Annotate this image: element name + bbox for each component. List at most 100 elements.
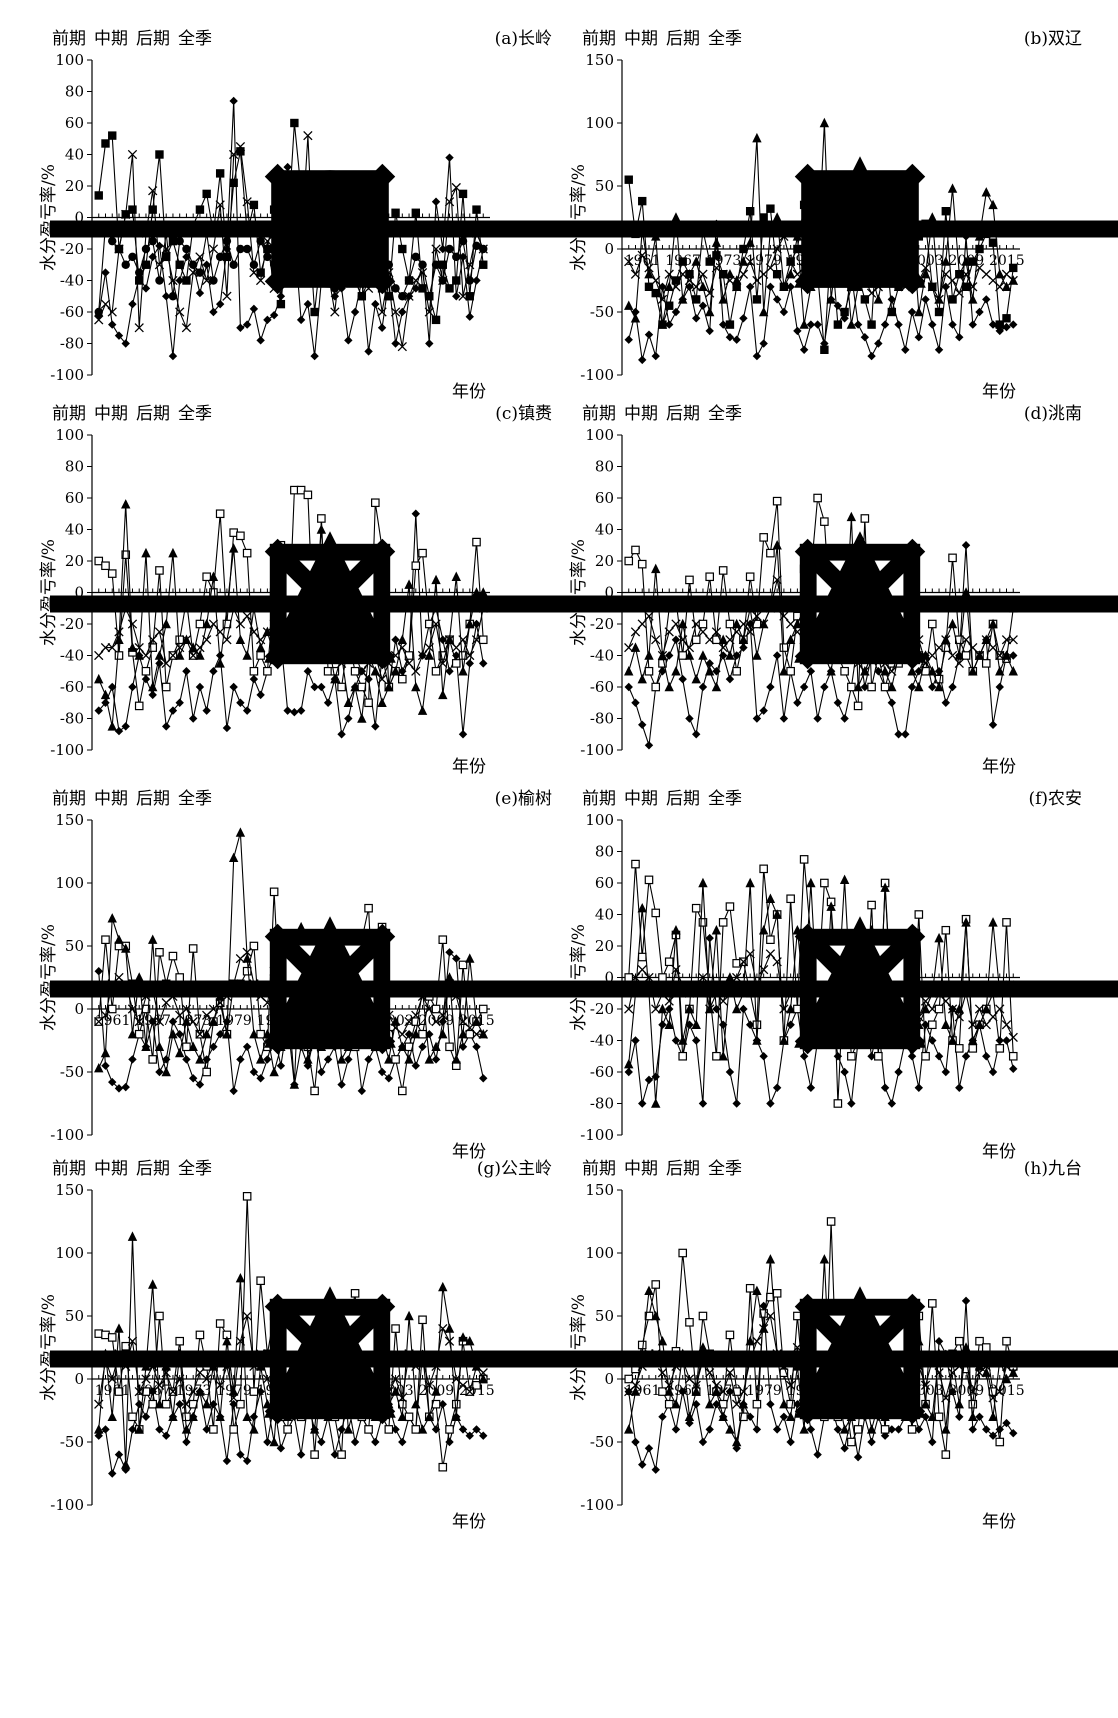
data-point (431, 260, 441, 269)
legend-label: 后期 (666, 788, 700, 809)
data-point (317, 682, 326, 692)
data-point (195, 1386, 205, 1396)
data-point (630, 269, 641, 279)
data-point (195, 1080, 205, 1089)
y-tick-label: 150 (55, 811, 84, 829)
data-point (148, 1055, 158, 1064)
data-point (948, 553, 957, 563)
data-point (397, 634, 408, 644)
series-line (98, 1353, 484, 1474)
data-point (651, 635, 661, 645)
data-point (671, 635, 681, 644)
data-point (718, 1386, 728, 1397)
data-point (928, 619, 937, 629)
data-point (390, 666, 401, 676)
data-point (651, 275, 661, 286)
data-point (671, 666, 681, 676)
data-point (692, 1036, 701, 1045)
data-point (833, 698, 843, 707)
y-tick-label: 0 (604, 584, 614, 602)
data-point (826, 666, 836, 676)
data-point (168, 547, 178, 558)
data-point (229, 1425, 238, 1434)
data-point (907, 682, 917, 692)
data-point (174, 1047, 185, 1058)
data-point (209, 276, 218, 285)
y-tick-label: 150 (585, 1181, 614, 1199)
data-point (833, 1099, 843, 1108)
data-point (371, 1437, 380, 1447)
data-point (222, 1336, 232, 1346)
data-point (127, 619, 138, 629)
data-point (975, 244, 984, 254)
data-point (644, 650, 654, 660)
data-point (948, 682, 957, 692)
data-point (208, 571, 219, 581)
panel-label: (d)洮南 (1023, 404, 1082, 424)
data-point (390, 1374, 401, 1384)
y-tick-label: -60 (590, 678, 614, 696)
data-point (195, 268, 205, 277)
data-point (222, 1029, 232, 1039)
data-point (954, 1044, 964, 1053)
y-tick-label: -20 (60, 240, 84, 258)
data-point (928, 320, 937, 329)
data-point (371, 722, 380, 731)
data-point (759, 1323, 769, 1334)
data-point (458, 651, 468, 660)
x-axis-label: 年份 (982, 1512, 1016, 1532)
data-point (175, 276, 184, 285)
data-point (927, 650, 937, 661)
data-point (779, 611, 789, 621)
data-point (874, 667, 883, 676)
data-point (671, 925, 681, 935)
data-point (269, 310, 279, 320)
data-point (236, 698, 245, 707)
x-tick-label: 2015 (989, 1383, 1025, 1399)
data-point (684, 1003, 695, 1014)
y-tick-label: -60 (60, 678, 84, 696)
data-point (759, 1052, 768, 1061)
data-point (853, 1425, 863, 1434)
data-point (141, 650, 151, 661)
y-tick-label: 60 (65, 114, 84, 132)
data-point (920, 263, 931, 273)
data-point (310, 1086, 319, 1096)
data-point (961, 541, 971, 550)
data-point (242, 320, 252, 329)
data-point (860, 295, 870, 304)
data-point (718, 294, 728, 304)
data-point (691, 256, 701, 266)
data-point (397, 1041, 408, 1051)
data-point (968, 642, 978, 653)
data-point (941, 1019, 951, 1029)
data-point (188, 267, 198, 278)
data-point (114, 331, 124, 340)
data-point (759, 533, 768, 542)
data-point (195, 1330, 205, 1340)
data-point (161, 1399, 171, 1409)
data-point (752, 611, 762, 621)
data-point (411, 509, 420, 518)
data-point (657, 319, 668, 329)
data-point (438, 651, 448, 660)
data-point (671, 212, 681, 222)
data-point (155, 1067, 164, 1077)
data-point (344, 714, 353, 723)
y-tick-label: -20 (590, 1000, 614, 1018)
data-point (961, 651, 971, 660)
data-point (404, 1054, 414, 1064)
data-point (255, 635, 266, 645)
legend-marker (264, 1293, 396, 1425)
data-point (175, 260, 184, 269)
data-point (101, 561, 110, 571)
data-point (121, 943, 131, 953)
data-point (664, 957, 674, 967)
data-point (887, 666, 897, 676)
data-point (128, 205, 137, 214)
legend-item: 全季 (580, 784, 1118, 1055)
data-point (451, 182, 461, 193)
data-point (431, 1055, 441, 1064)
data-point (691, 282, 701, 292)
data-point (155, 1311, 164, 1321)
